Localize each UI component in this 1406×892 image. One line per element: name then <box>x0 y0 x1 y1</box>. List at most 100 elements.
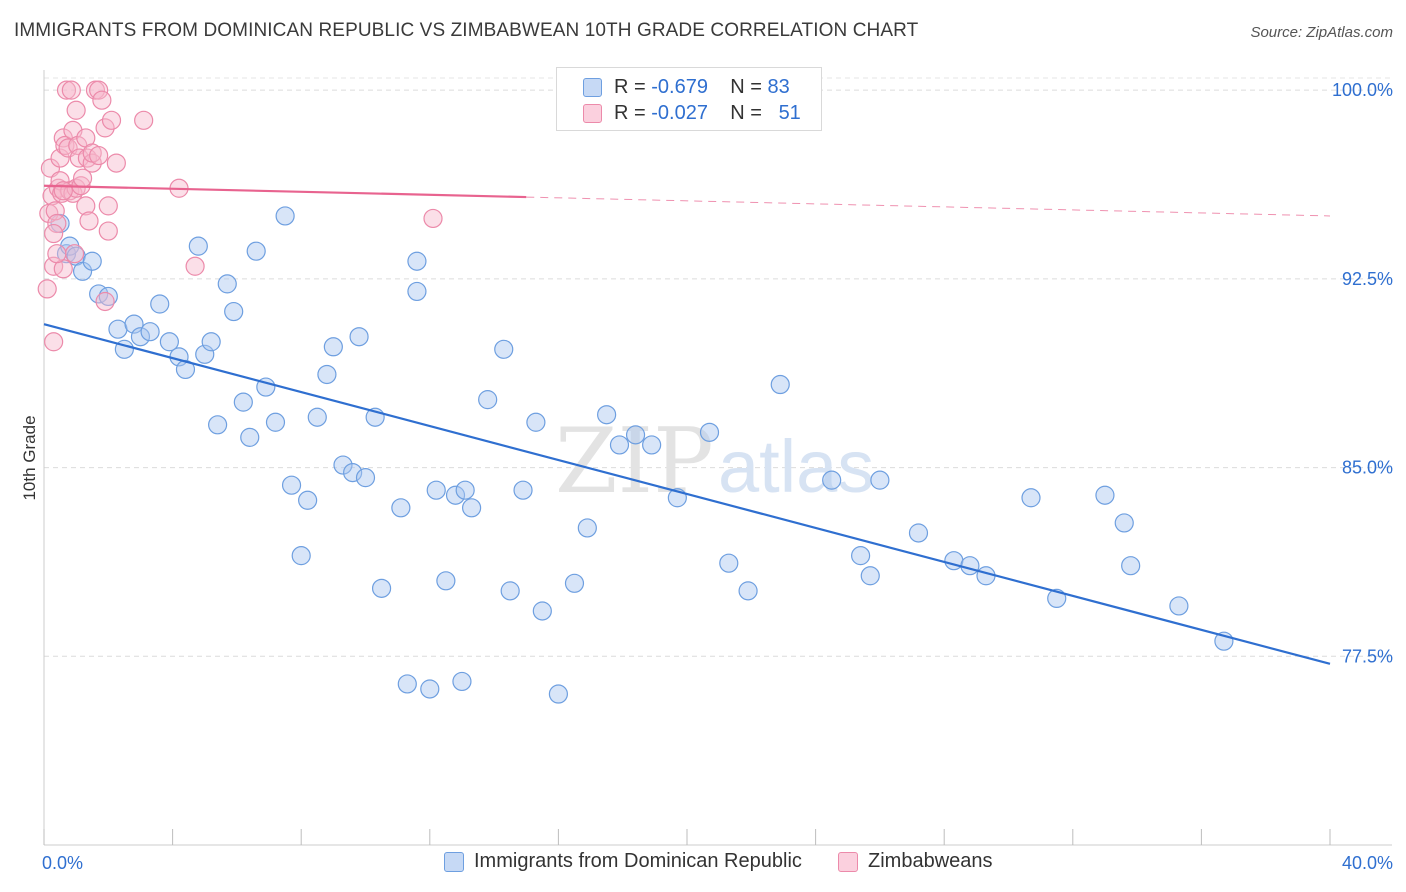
point-dominican <box>420 679 440 699</box>
point-dominican <box>564 573 585 593</box>
point-dominican <box>317 364 337 385</box>
point-zimbabwean <box>98 221 118 241</box>
point-dominican <box>445 485 466 505</box>
trend-line-zimbabwean <box>43 184 527 199</box>
series-legend-zimbabwean: Zimbabweans <box>838 850 993 873</box>
point-dominican <box>265 412 286 432</box>
point-dominican <box>719 553 739 573</box>
legend-r-value: -0.027 <box>651 101 708 124</box>
point-dominican <box>397 674 417 694</box>
point-dominican <box>246 241 266 261</box>
point-dominican <box>1021 488 1041 508</box>
point-dominican <box>625 425 646 445</box>
point-zimbabwean <box>66 100 86 120</box>
point-dominican <box>609 435 630 455</box>
point-dominican <box>526 412 546 432</box>
series-swatch-dominican <box>444 851 464 872</box>
legend-n-label: N = <box>730 75 762 98</box>
watermark-atlas: atlas <box>718 425 874 508</box>
series-label-dominican: Immigrants from Dominican Republic <box>474 850 802 872</box>
trend-line-dominican <box>43 323 1331 665</box>
point-dominican <box>1114 513 1134 533</box>
point-zimbabwean <box>82 153 102 173</box>
point-dominican <box>1121 556 1141 576</box>
point-zimbabwean <box>53 181 73 201</box>
point-dominican <box>343 462 363 483</box>
point-zimbabwean <box>44 223 64 244</box>
point-dominican <box>642 435 662 455</box>
chart-title: IMMIGRANTS FROM DOMINICAN REPUBLIC VS ZI… <box>14 20 919 41</box>
data-points <box>37 80 1234 704</box>
point-dominican <box>349 327 369 347</box>
point-dominican <box>455 480 475 500</box>
x-tick-label: 0.0% <box>42 853 83 873</box>
point-dominican <box>908 523 929 543</box>
point-zimbabwean <box>98 196 118 216</box>
point-zimbabwean <box>37 279 57 299</box>
point-dominican <box>195 344 215 364</box>
point-dominican <box>371 578 392 598</box>
point-dominican <box>108 319 128 339</box>
y-axis-label: 10th Grade <box>20 415 39 501</box>
point-zimbabwean <box>76 196 96 216</box>
legend-swatch-dominican <box>583 77 602 97</box>
point-zimbabwean <box>61 80 81 100</box>
point-dominican <box>217 274 237 294</box>
point-dominican <box>98 286 118 307</box>
point-dominican <box>500 581 520 601</box>
legend-row-dominican: R = -0.679 N = 83 <box>583 75 790 99</box>
point-dominican <box>738 581 758 601</box>
point-zimbabwean <box>423 208 443 229</box>
source-label: Source: ZipAtlas.com <box>1250 24 1393 41</box>
point-dominican <box>130 327 151 347</box>
point-dominican <box>307 407 327 427</box>
point-zimbabwean <box>89 145 109 166</box>
point-dominican <box>233 392 253 412</box>
point-zimbabwean <box>95 291 115 312</box>
correlation-legend: R = -0.679 N = 83 R = -0.027 N = 51 <box>556 67 822 131</box>
point-dominican <box>140 322 160 342</box>
legend-n-label: N = <box>730 101 762 124</box>
point-dominican <box>1095 485 1115 505</box>
point-dominican <box>291 546 311 566</box>
point-zimbabwean <box>69 148 89 168</box>
series-swatch-zimbabwean <box>838 851 858 872</box>
point-zimbabwean <box>134 110 154 130</box>
legend-r-value: -0.679 <box>651 75 708 98</box>
legend-swatch-zimbabwean <box>583 103 602 123</box>
point-dominican <box>275 206 295 226</box>
point-dominican <box>960 556 980 576</box>
x-tick-label: 40.0% <box>1342 853 1393 873</box>
point-zimbabwean <box>44 332 64 352</box>
point-dominican <box>355 468 376 488</box>
point-dominican <box>82 251 102 271</box>
point-dominican <box>436 571 456 591</box>
point-dominican <box>770 374 790 395</box>
point-zimbabwean <box>106 153 126 173</box>
point-dominican <box>461 498 482 518</box>
point-dominican <box>240 427 260 447</box>
legend-n-value: 51 <box>778 101 801 124</box>
series-label-zimbabwean: Zimbabweans <box>868 850 993 872</box>
series-legend-dominican: Immigrants from Dominican Republic <box>444 850 802 873</box>
point-dominican <box>201 332 221 352</box>
legend-r-label: R = <box>614 75 646 98</box>
legend-n-value: 83 <box>767 75 790 98</box>
point-dominican <box>1169 596 1189 616</box>
point-dominican <box>391 498 411 518</box>
point-dominican <box>822 470 842 490</box>
point-zimbabwean <box>101 110 122 130</box>
point-dominican <box>333 455 353 475</box>
point-zimbabwean <box>185 256 205 276</box>
legend-r-label: R = <box>614 101 646 124</box>
point-dominican <box>323 337 343 357</box>
point-dominican <box>407 251 427 271</box>
point-zimbabwean <box>64 244 85 264</box>
legend-row-zimbabwean: R = -0.027 N = 51 <box>583 101 801 125</box>
point-zimbabwean <box>47 244 67 264</box>
point-dominican <box>478 390 498 410</box>
point-zimbabwean <box>79 211 99 231</box>
point-dominican <box>224 301 244 322</box>
point-dominican <box>532 601 552 621</box>
y-tick-label: 77.5% <box>1342 646 1393 666</box>
